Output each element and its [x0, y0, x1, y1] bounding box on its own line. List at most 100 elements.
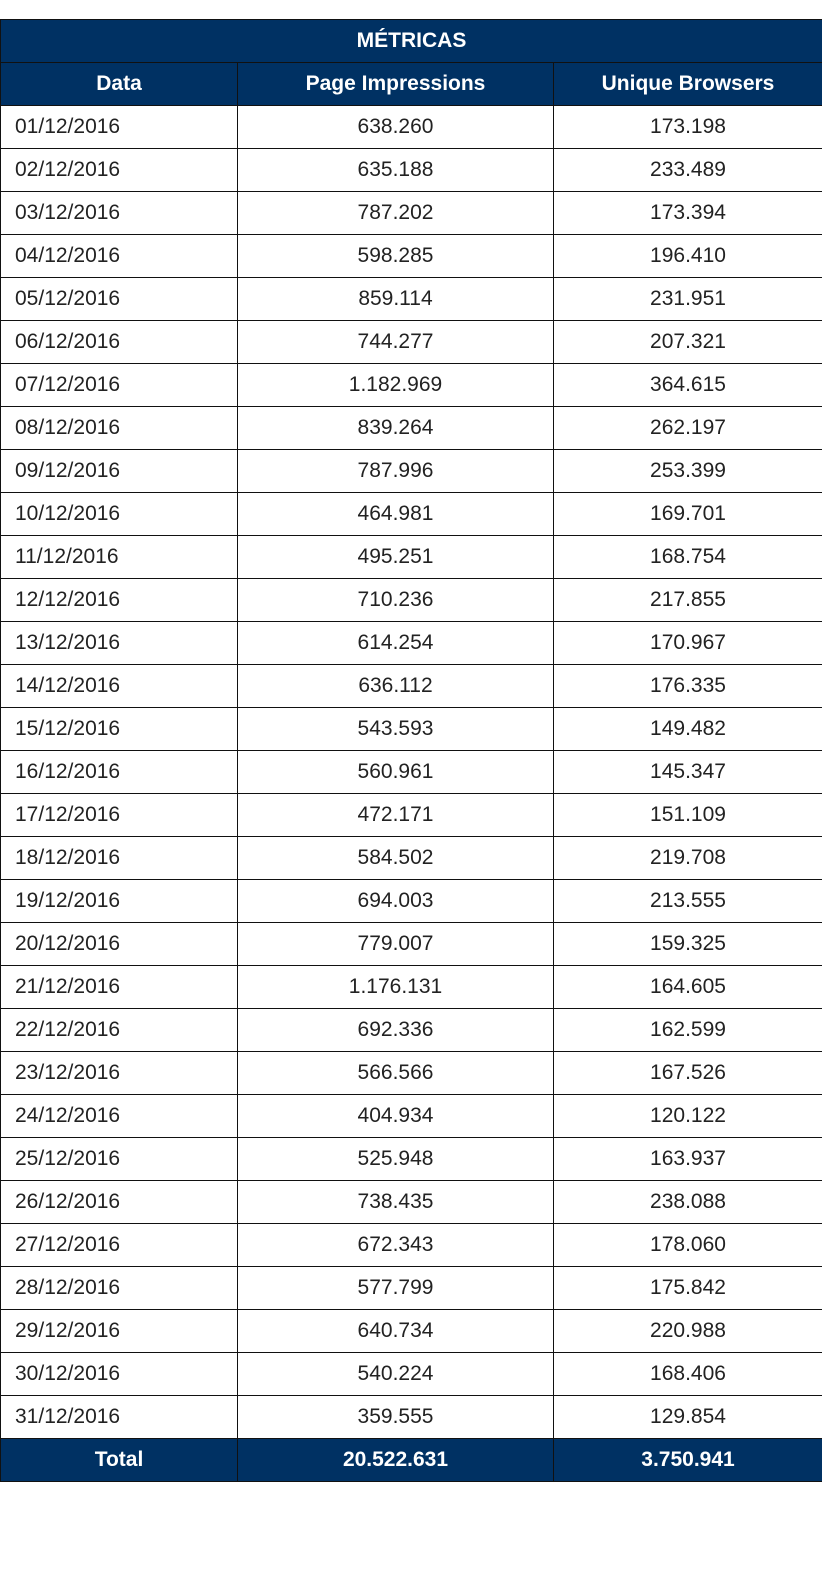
- page-impressions-cell: 584.502: [237, 836, 554, 880]
- date-cell: 23/12/2016: [0, 1051, 238, 1095]
- page-impressions-cell: 359.555: [237, 1395, 554, 1439]
- unique-browsers-cell: 173.198: [553, 105, 822, 149]
- page-impressions-cell: 464.981: [237, 492, 554, 536]
- date-cell: 22/12/2016: [0, 1008, 238, 1052]
- date-cell: 27/12/2016: [0, 1223, 238, 1267]
- date-cell: 20/12/2016: [0, 922, 238, 966]
- date-cell: 21/12/2016: [0, 965, 238, 1009]
- page-impressions-cell: 540.224: [237, 1352, 554, 1396]
- unique-browsers-cell: 207.321: [553, 320, 822, 364]
- table-row: 08/12/2016 839.264 262.197: [0, 406, 822, 450]
- table-row: 31/12/2016 359.555 129.854: [0, 1395, 822, 1439]
- unique-browsers-cell: 176.335: [553, 664, 822, 708]
- page-impressions-cell: 1.182.969: [237, 363, 554, 407]
- date-cell: 25/12/2016: [0, 1137, 238, 1181]
- page-impressions-cell: 859.114: [237, 277, 554, 321]
- page-impressions-cell: 638.260: [237, 105, 554, 149]
- table-row: 04/12/2016 598.285 196.410: [0, 234, 822, 278]
- table-row: 03/12/2016 787.202 173.394: [0, 191, 822, 235]
- unique-browsers-cell: 220.988: [553, 1309, 822, 1353]
- metrics-table-container: MÉTRICAS Data Page Impressions Unique Br…: [0, 19, 822, 1482]
- date-cell: 01/12/2016: [0, 105, 238, 149]
- table-row: 24/12/2016 404.934 120.122: [0, 1094, 822, 1138]
- table-row: 17/12/2016 472.171 151.109: [0, 793, 822, 837]
- table-row: 20/12/2016 779.007 159.325: [0, 922, 822, 966]
- table-row: 18/12/2016 584.502 219.708: [0, 836, 822, 880]
- table-row: 10/12/2016 464.981 169.701: [0, 492, 822, 536]
- unique-browsers-cell: 169.701: [553, 492, 822, 536]
- unique-browsers-cell: 364.615: [553, 363, 822, 407]
- table-row: 13/12/2016 614.254 170.967: [0, 621, 822, 665]
- date-cell: 06/12/2016: [0, 320, 238, 364]
- page-impressions-cell: 640.734: [237, 1309, 554, 1353]
- unique-browsers-cell: 238.088: [553, 1180, 822, 1224]
- date-cell: 18/12/2016: [0, 836, 238, 880]
- page-impressions-cell: 495.251: [237, 535, 554, 579]
- page-impressions-cell: 598.285: [237, 234, 554, 278]
- unique-browsers-cell: 219.708: [553, 836, 822, 880]
- table-row: 02/12/2016 635.188 233.489: [0, 148, 822, 192]
- date-cell: 16/12/2016: [0, 750, 238, 794]
- date-cell: 29/12/2016: [0, 1309, 238, 1353]
- unique-browsers-cell: 129.854: [553, 1395, 822, 1439]
- column-header-page-impressions: Page Impressions: [237, 62, 554, 106]
- date-cell: 13/12/2016: [0, 621, 238, 665]
- page-impressions-cell: 692.336: [237, 1008, 554, 1052]
- date-cell: 19/12/2016: [0, 879, 238, 923]
- table-row: 15/12/2016 543.593 149.482: [0, 707, 822, 751]
- metrics-table: MÉTRICAS Data Page Impressions Unique Br…: [0, 19, 822, 1482]
- table-row: 27/12/2016 672.343 178.060: [0, 1223, 822, 1267]
- unique-browsers-cell: 162.599: [553, 1008, 822, 1052]
- table-row: 21/12/2016 1.176.131 164.605: [0, 965, 822, 1009]
- page-impressions-cell: 1.176.131: [237, 965, 554, 1009]
- page-impressions-cell: 779.007: [237, 922, 554, 966]
- page-impressions-cell: 566.566: [237, 1051, 554, 1095]
- unique-browsers-cell: 159.325: [553, 922, 822, 966]
- unique-browsers-cell: 233.489: [553, 148, 822, 192]
- group-header: MÉTRICAS: [0, 19, 822, 63]
- page-impressions-cell: 525.948: [237, 1137, 554, 1181]
- date-cell: 04/12/2016: [0, 234, 238, 278]
- page-impressions-cell: 744.277: [237, 320, 554, 364]
- page-impressions-cell: 787.202: [237, 191, 554, 235]
- table-row: 12/12/2016 710.236 217.855: [0, 578, 822, 622]
- table-row: 09/12/2016 787.996 253.399: [0, 449, 822, 493]
- unique-browsers-cell: 151.109: [553, 793, 822, 837]
- group-header-row: MÉTRICAS: [0, 19, 822, 63]
- page-impressions-cell: 672.343: [237, 1223, 554, 1267]
- table-row: 05/12/2016 859.114 231.951: [0, 277, 822, 321]
- unique-browsers-cell: 168.754: [553, 535, 822, 579]
- unique-browsers-cell: 196.410: [553, 234, 822, 278]
- unique-browsers-cell: 163.937: [553, 1137, 822, 1181]
- total-unique-browsers: 3.750.941: [553, 1438, 822, 1482]
- date-cell: 24/12/2016: [0, 1094, 238, 1138]
- unique-browsers-cell: 217.855: [553, 578, 822, 622]
- date-cell: 28/12/2016: [0, 1266, 238, 1310]
- page-impressions-cell: 787.996: [237, 449, 554, 493]
- table-row: 23/12/2016 566.566 167.526: [0, 1051, 822, 1095]
- date-cell: 11/12/2016: [0, 535, 238, 579]
- unique-browsers-cell: 164.605: [553, 965, 822, 1009]
- table-row: 26/12/2016 738.435 238.088: [0, 1180, 822, 1224]
- column-header-date: Data: [0, 62, 238, 106]
- page-impressions-cell: 738.435: [237, 1180, 554, 1224]
- page-impressions-cell: 543.593: [237, 707, 554, 751]
- date-cell: 14/12/2016: [0, 664, 238, 708]
- date-cell: 15/12/2016: [0, 707, 238, 751]
- unique-browsers-cell: 173.394: [553, 191, 822, 235]
- page-impressions-cell: 614.254: [237, 621, 554, 665]
- unique-browsers-cell: 170.967: [553, 621, 822, 665]
- table-row: 01/12/2016 638.260 173.198: [0, 105, 822, 149]
- date-cell: 30/12/2016: [0, 1352, 238, 1396]
- unique-browsers-cell: 178.060: [553, 1223, 822, 1267]
- table-row: 22/12/2016 692.336 162.599: [0, 1008, 822, 1052]
- date-cell: 03/12/2016: [0, 191, 238, 235]
- total-row: Total 20.522.631 3.750.941: [0, 1438, 822, 1482]
- unique-browsers-cell: 149.482: [553, 707, 822, 751]
- date-cell: 07/12/2016: [0, 363, 238, 407]
- unique-browsers-cell: 262.197: [553, 406, 822, 450]
- date-cell: 02/12/2016: [0, 148, 238, 192]
- table-row: 06/12/2016 744.277 207.321: [0, 320, 822, 364]
- total-page-impressions: 20.522.631: [237, 1438, 554, 1482]
- table-row: 28/12/2016 577.799 175.842: [0, 1266, 822, 1310]
